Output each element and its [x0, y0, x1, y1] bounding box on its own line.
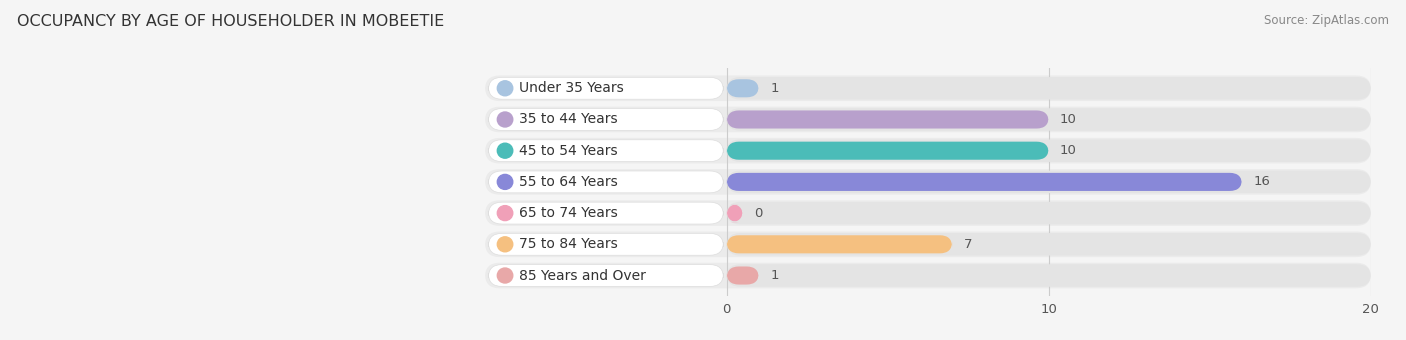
FancyBboxPatch shape — [727, 173, 1241, 191]
FancyBboxPatch shape — [488, 202, 724, 224]
FancyBboxPatch shape — [727, 139, 1371, 162]
FancyBboxPatch shape — [485, 200, 1371, 226]
FancyBboxPatch shape — [488, 140, 724, 161]
Circle shape — [498, 143, 513, 158]
FancyBboxPatch shape — [488, 265, 724, 286]
FancyBboxPatch shape — [488, 233, 724, 255]
FancyBboxPatch shape — [727, 142, 1049, 160]
FancyBboxPatch shape — [727, 171, 1371, 193]
Text: 10: 10 — [1060, 144, 1077, 157]
Text: 7: 7 — [963, 238, 972, 251]
FancyBboxPatch shape — [488, 171, 724, 193]
FancyBboxPatch shape — [485, 263, 1371, 288]
FancyBboxPatch shape — [485, 169, 1371, 195]
Text: 16: 16 — [1253, 175, 1270, 188]
FancyBboxPatch shape — [727, 77, 1371, 100]
Text: 55 to 64 Years: 55 to 64 Years — [519, 175, 617, 189]
FancyBboxPatch shape — [727, 267, 759, 285]
Text: 45 to 54 Years: 45 to 54 Years — [519, 144, 617, 158]
FancyBboxPatch shape — [485, 138, 1371, 164]
Text: OCCUPANCY BY AGE OF HOUSEHOLDER IN MOBEETIE: OCCUPANCY BY AGE OF HOUSEHOLDER IN MOBEE… — [17, 14, 444, 29]
Text: Source: ZipAtlas.com: Source: ZipAtlas.com — [1264, 14, 1389, 27]
FancyBboxPatch shape — [727, 202, 1371, 224]
FancyBboxPatch shape — [727, 204, 742, 222]
FancyBboxPatch shape — [727, 233, 1371, 256]
Text: 35 to 44 Years: 35 to 44 Years — [519, 113, 617, 126]
FancyBboxPatch shape — [727, 79, 759, 97]
FancyBboxPatch shape — [727, 110, 1049, 129]
Text: 75 to 84 Years: 75 to 84 Years — [519, 237, 617, 251]
Text: Under 35 Years: Under 35 Years — [519, 81, 623, 95]
FancyBboxPatch shape — [727, 108, 1371, 131]
Circle shape — [498, 268, 513, 283]
Circle shape — [498, 206, 513, 221]
Text: 10: 10 — [1060, 113, 1077, 126]
FancyBboxPatch shape — [727, 264, 1371, 287]
Text: 65 to 74 Years: 65 to 74 Years — [519, 206, 617, 220]
Text: 0: 0 — [754, 207, 762, 220]
Circle shape — [498, 237, 513, 252]
Circle shape — [498, 174, 513, 189]
FancyBboxPatch shape — [485, 75, 1371, 101]
FancyBboxPatch shape — [488, 108, 724, 131]
FancyBboxPatch shape — [485, 232, 1371, 257]
FancyBboxPatch shape — [488, 78, 724, 99]
Circle shape — [498, 81, 513, 96]
FancyBboxPatch shape — [485, 107, 1371, 132]
Text: 1: 1 — [770, 269, 779, 282]
Text: 85 Years and Over: 85 Years and Over — [519, 269, 645, 283]
Text: 1: 1 — [770, 82, 779, 95]
FancyBboxPatch shape — [727, 235, 952, 253]
Circle shape — [498, 112, 513, 127]
